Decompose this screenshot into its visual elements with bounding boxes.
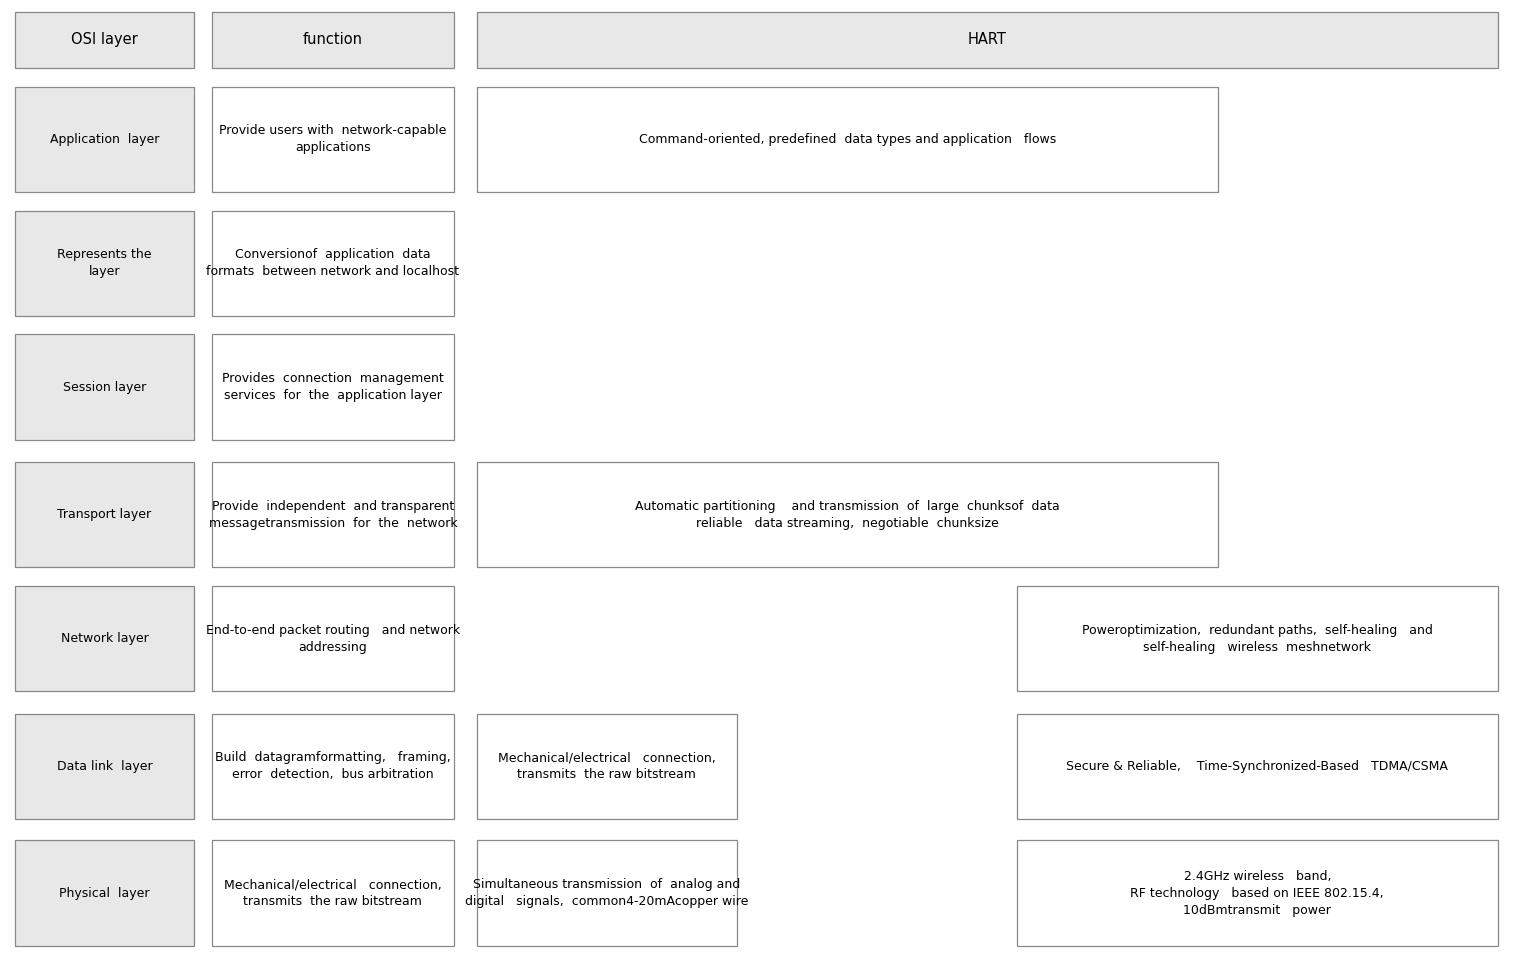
Text: Provides  connection  management
services  for  the  application layer: Provides connection management services … [222,372,443,402]
FancyBboxPatch shape [15,211,194,316]
Text: Network layer: Network layer [61,632,148,645]
Text: Mechanical/electrical   connection,
transmits  the raw bitstream: Mechanical/electrical connection, transm… [498,752,716,781]
Text: Transport layer: Transport layer [57,508,151,522]
FancyBboxPatch shape [212,334,454,440]
Text: HART: HART [968,32,1006,48]
FancyBboxPatch shape [15,586,194,691]
Text: Secure & Reliable,    Time-Synchronized-Based   TDMA/CSMA: Secure & Reliable, Time-Synchronized-Bas… [1067,760,1448,773]
FancyBboxPatch shape [212,714,454,819]
Text: Automatic partitioning    and transmission  of  large  chunksof  data
reliable  : Automatic partitioning and transmission … [635,500,1059,529]
Text: Command-oriented, predefined  data types and application   flows: Command-oriented, predefined data types … [638,133,1056,146]
FancyBboxPatch shape [477,12,1498,68]
FancyBboxPatch shape [477,714,737,819]
FancyBboxPatch shape [1017,714,1498,819]
Text: Provide users with  network-capable
applications: Provide users with network-capable appli… [219,125,446,154]
FancyBboxPatch shape [212,12,454,68]
Text: Data link  layer: Data link layer [56,760,153,773]
FancyBboxPatch shape [477,87,1218,192]
FancyBboxPatch shape [1017,586,1498,691]
FancyBboxPatch shape [15,87,194,192]
FancyBboxPatch shape [212,87,454,192]
FancyBboxPatch shape [477,840,737,946]
FancyBboxPatch shape [212,211,454,316]
Text: Conversionof  application  data
formats  between network and localhost: Conversionof application data formats be… [206,249,460,278]
FancyBboxPatch shape [212,462,454,567]
Text: Application  layer: Application layer [50,133,159,146]
Text: OSI layer: OSI layer [71,32,138,48]
FancyBboxPatch shape [212,586,454,691]
Text: Build  datagramformatting,   framing,
error  detection,  bus arbitration: Build datagramformatting, framing, error… [215,752,451,781]
Text: 2.4GHz wireless   band,
RF technology   based on IEEE 802.15.4,
10dBmtransmit   : 2.4GHz wireless band, RF technology base… [1130,870,1384,916]
FancyBboxPatch shape [15,462,194,567]
FancyBboxPatch shape [15,840,194,946]
Text: Provide  independent  and transparent
messagetransmission  for  the  network: Provide independent and transparent mess… [209,500,457,529]
FancyBboxPatch shape [1017,840,1498,946]
Text: Represents the
layer: Represents the layer [57,249,151,278]
Text: Poweroptimization,  redundant paths,  self-healing   and
self-healing   wireless: Poweroptimization, redundant paths, self… [1082,624,1433,653]
Text: function: function [303,32,363,48]
FancyBboxPatch shape [15,714,194,819]
Text: Mechanical/electrical   connection,
transmits  the raw bitstream: Mechanical/electrical connection, transm… [224,878,442,908]
FancyBboxPatch shape [212,840,454,946]
FancyBboxPatch shape [477,462,1218,567]
FancyBboxPatch shape [15,334,194,440]
Text: Physical  layer: Physical layer [59,886,150,900]
Text: Simultaneous transmission  of  analog and
digital   signals,  common4-20mAcopper: Simultaneous transmission of analog and … [464,878,749,908]
Text: Session layer: Session layer [62,380,147,394]
FancyBboxPatch shape [15,12,194,68]
Text: End-to-end packet routing   and network
addressing: End-to-end packet routing and network ad… [206,624,460,653]
